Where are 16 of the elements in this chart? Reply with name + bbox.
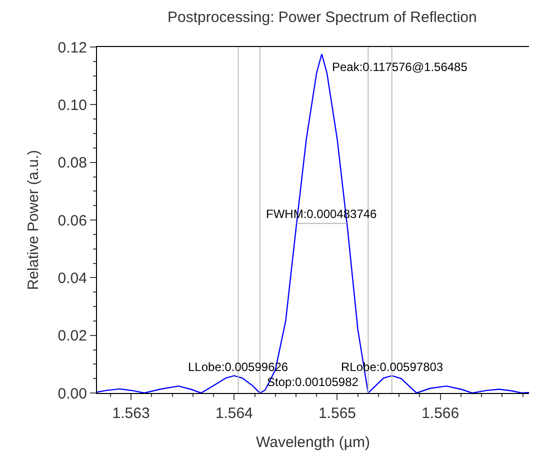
line-series <box>97 53 529 393</box>
x-tick-label: 1.566 <box>422 405 460 422</box>
y-tick-label: 0.08 <box>58 154 87 172</box>
y-tick-label: 0.04 <box>58 270 87 287</box>
y-tick-label: 0.02 <box>58 328 87 345</box>
x-tick-label: 1.564 <box>215 405 253 422</box>
y-tick-label: 0.10 <box>58 96 87 114</box>
annotation: Peak:0.117576@1.56485 <box>332 60 468 74</box>
chart-title: Postprocessing: Power Spectrum of Reflection <box>168 8 477 26</box>
x-tick-label: 1.563 <box>112 405 150 422</box>
x-tick-label: 1.565 <box>318 405 356 422</box>
x-axis-title: Wavelength (µm) <box>256 434 370 451</box>
y-tick-label: 0.06 <box>58 212 87 230</box>
y-tick-label: 0.00 <box>58 385 87 402</box>
y-tick-label: 0.12 <box>58 39 87 56</box>
y-axis-title: Relative Power (a.u.) <box>25 150 42 290</box>
